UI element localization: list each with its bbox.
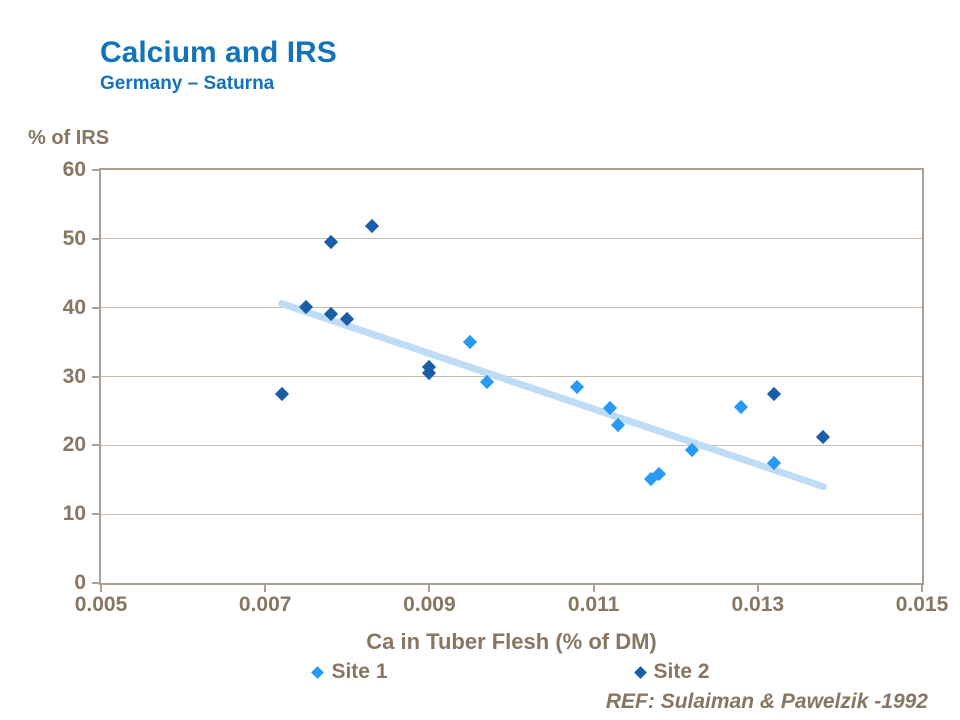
y-gridline (101, 513, 922, 515)
legend-label-site-2: Site 2 (653, 660, 710, 683)
x-axis-tick (756, 585, 759, 592)
x-tick-label: 0.011 (567, 593, 620, 616)
y-axis-tick (92, 169, 100, 171)
site1-diamond-icon (311, 665, 325, 679)
site2-diamond-icon (633, 665, 647, 679)
x-axis-title: Ca in Tuber Flesh (% of DM) (366, 629, 657, 654)
y-axis-tick (92, 582, 100, 584)
x-tick-label: 0.009 (403, 593, 456, 616)
y-gridline (101, 238, 922, 240)
y-tick-label: 20 (62, 433, 86, 457)
x-axis-tick (100, 585, 102, 592)
y-tick-label: 50 (62, 226, 86, 250)
y-axis-tick (92, 444, 100, 447)
x-axis-tick (428, 585, 431, 592)
y-axis-tick (92, 375, 100, 378)
x-tick-label: 0.013 (731, 593, 785, 616)
y-axis-title: % of IRS (28, 127, 110, 149)
legend-item-site-2: Site 2 (633, 660, 710, 684)
y-axis-tick (92, 237, 100, 240)
y-axis-tick (92, 306, 100, 309)
reference-note: REF: Sulaiman & Pawelzik -1992 (605, 690, 928, 713)
x-axis-tick (592, 585, 595, 592)
legend-item-site-1: Site 1 (311, 660, 388, 684)
x-axis-tick (264, 585, 267, 592)
y-axis-tick (92, 513, 100, 516)
y-tick-label: 30 (62, 364, 86, 388)
plot-border (99, 168, 924, 585)
x-tick-label: 0.007 (238, 593, 292, 616)
x-axis-tick (921, 585, 923, 592)
chart-subtitle: Germany – Saturna (100, 73, 275, 94)
x-tick-label: 0.015 (895, 593, 949, 616)
y-tick-label: 60 (62, 158, 86, 181)
x-tick-label: 0.005 (74, 593, 128, 616)
legend: Site 1 Site 2 (101, 660, 922, 684)
y-tick-label: 10 (62, 502, 86, 526)
legend-label-site-1: Site 1 (331, 660, 388, 683)
y-tick-label: 40 (62, 295, 86, 319)
chart-title: Calcium and IRS (100, 36, 337, 69)
y-tick-label: 0 (74, 571, 86, 594)
